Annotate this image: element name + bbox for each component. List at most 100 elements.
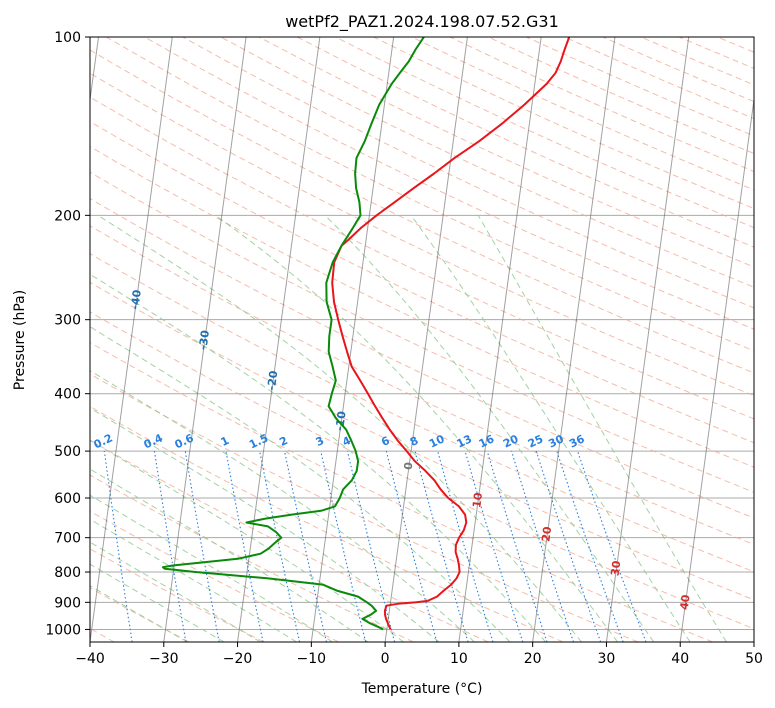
- x-tick-label: 10: [450, 651, 468, 667]
- dry-adiabat-line: [90, 341, 713, 642]
- y-tick-label: 800: [54, 565, 81, 581]
- isotherm-label: -10: [333, 410, 349, 432]
- dry-adiabat-line: [90, 49, 754, 374]
- mixing-ratio-line: [577, 450, 647, 642]
- dry-adiabats: [90, 37, 754, 642]
- x-tick-label: −30: [149, 651, 179, 667]
- dry-adiabat-line: [182, 37, 754, 309]
- isotherm-label: 40: [678, 593, 693, 610]
- isotherm-line: [163, 37, 247, 642]
- mixing-ratio-line: [535, 450, 602, 642]
- isotherm-label: -40: [128, 289, 144, 311]
- isotherm-label: 10: [470, 491, 485, 508]
- isotherm-line: [605, 37, 690, 642]
- dry-adiabat-line: [90, 198, 754, 519]
- dry-adiabat-line: [90, 548, 265, 642]
- dry-adiabat-line: [90, 439, 489, 642]
- x-tick-label: −20: [223, 651, 253, 667]
- mixing-ratio-line: [437, 450, 494, 642]
- moist-adiabat-line: [215, 214, 618, 642]
- isotherm-line: [90, 37, 173, 642]
- moist-adiabat-line: [90, 468, 369, 642]
- plot-frame: [89, 36, 755, 643]
- dry-adiabat-line: [90, 171, 754, 493]
- moist-adiabat-line: [90, 541, 261, 642]
- dry-adiabat-line: [90, 253, 754, 573]
- y-axis-ticks: 1000 900 800 700 600 500 400 300 200 100: [45, 30, 90, 638]
- moist-adiabat-line: [90, 563, 225, 642]
- y-tick-label: 100: [54, 30, 81, 46]
- mixing-ratio-line: [414, 450, 469, 642]
- mixing-ratio-label: 25: [526, 432, 545, 450]
- y-axis-label: Pressure (hPa): [12, 290, 28, 390]
- mixing-ratio-line: [464, 450, 524, 642]
- isotherm-line: [532, 37, 616, 642]
- mixing-ratio-line: [385, 450, 438, 642]
- x-tick-label: −10: [297, 651, 327, 667]
- isotherm-label: 30: [609, 559, 624, 576]
- mixing-ratio-line: [486, 450, 548, 642]
- moist-adiabat-line: [90, 370, 475, 642]
- mixing-ratio-line: [259, 450, 301, 642]
- dry-adiabat-line: [90, 281, 754, 601]
- dry-adiabat-line: [90, 96, 754, 420]
- x-tick-label: 0: [381, 651, 390, 667]
- x-tick-label: 30: [598, 651, 616, 667]
- moist-adiabat-line: [90, 439, 404, 642]
- mixing-ratio-label: 13: [455, 432, 474, 450]
- mixing-ratio-label: 10: [427, 432, 447, 450]
- isotherm-line: [310, 37, 395, 642]
- y-tick-label: 200: [54, 208, 81, 224]
- dry-adiabat-line: [90, 510, 339, 642]
- isotherm-label: -30: [196, 329, 212, 351]
- moist-adiabat-line: [90, 518, 297, 642]
- x-axis-label: Temperature (°C): [361, 681, 483, 697]
- dry-adiabat-line: [90, 120, 754, 444]
- dry-adiabat-line: [106, 37, 754, 352]
- moist-adiabats: [90, 214, 727, 642]
- moist-adiabat-line: [90, 326, 511, 642]
- dry-adiabat-line: [90, 405, 564, 642]
- y-tick-label: 900: [54, 595, 81, 611]
- moist-adiabat-line: [477, 215, 727, 642]
- isotherm-line: [384, 37, 468, 642]
- x-tick-label: 40: [671, 651, 689, 667]
- mixing-ratio-line: [284, 450, 327, 642]
- chart-title: wetPf2_PAZ1.2024.198.07.52.G31: [285, 12, 559, 32]
- x-tick-label: 20: [524, 651, 542, 667]
- isotherm-label: 20: [539, 525, 554, 542]
- moist-adiabat-line: [90, 273, 547, 642]
- dewpoint-profile-line: [161, 37, 425, 631]
- mixing-ratio-line: [225, 450, 264, 642]
- isotherm-label: -20: [265, 369, 281, 391]
- mixing-ratio-label: 36: [567, 432, 587, 450]
- moist-adiabat-line: [410, 215, 691, 642]
- y-tick-label: 1000: [45, 622, 81, 638]
- mixing-ratio-label: 30: [546, 432, 566, 450]
- y-tick-label: 600: [54, 491, 81, 507]
- mixing-ratio-line: [510, 450, 575, 642]
- x-tick-label: 50: [745, 651, 763, 667]
- x-axis-ticks: −40 −30 −20 −10 0 10 20 30 40 50: [75, 642, 763, 667]
- plot-area: -100-90-80-70-60-50-40-30-20-10010203040…: [90, 37, 754, 642]
- mixing-ratio-line: [320, 450, 367, 642]
- isotherm-line: [237, 37, 321, 642]
- temperature-profile-line: [331, 37, 571, 630]
- mixing-ratio-label: 16: [477, 432, 497, 450]
- dry-adiabat-line: [220, 37, 754, 288]
- moist-adiabat-line: [90, 585, 188, 642]
- y-tick-label: 700: [54, 531, 81, 547]
- sounding-series: [161, 37, 571, 631]
- y-tick-label: 300: [54, 313, 81, 329]
- y-tick-label: 400: [54, 387, 81, 403]
- dry-adiabat-line: [90, 225, 754, 546]
- mixing-ratio-label: 20: [501, 432, 521, 450]
- x-tick-label: −40: [75, 651, 105, 667]
- isotherm-line: [458, 37, 542, 642]
- moist-adiabat-line: [324, 214, 655, 642]
- isotherms: [90, 37, 754, 642]
- dry-adiabat-line: [90, 373, 639, 642]
